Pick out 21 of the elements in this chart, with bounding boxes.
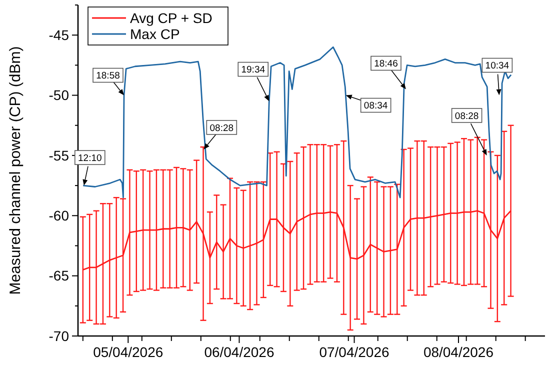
y-tick-label: -70	[48, 328, 70, 344]
annotation: 08:34	[364, 100, 388, 112]
annotation: 12:10	[78, 152, 102, 164]
x-tick-label: 06/04/2026	[204, 344, 274, 360]
annotation: 19:34	[241, 64, 266, 76]
legend-label: Avg CP + SD	[130, 10, 212, 26]
annotation: 08:28	[210, 122, 234, 134]
legend-label: Max CP	[130, 26, 180, 42]
annotation: 18:46	[374, 58, 398, 70]
y-tick-label: -65	[48, 268, 70, 284]
annotation: 10:34	[485, 60, 510, 72]
y-tick-label: -50	[48, 87, 70, 104]
y-tick-label: -60	[48, 208, 70, 224]
x-tick-label: 08/04/2026	[423, 344, 494, 360]
x-tick-label: 07/04/2026	[319, 344, 390, 360]
y-tick-label: -45	[48, 26, 70, 43]
y-axis-title: Measured channel power (CP) (dBm)	[7, 46, 24, 295]
x-tick-label: 05/04/2026	[93, 344, 164, 360]
annotation: 08:28	[454, 110, 479, 122]
y-tick-label: -55	[48, 147, 70, 164]
annotation: 18:58	[96, 70, 120, 82]
